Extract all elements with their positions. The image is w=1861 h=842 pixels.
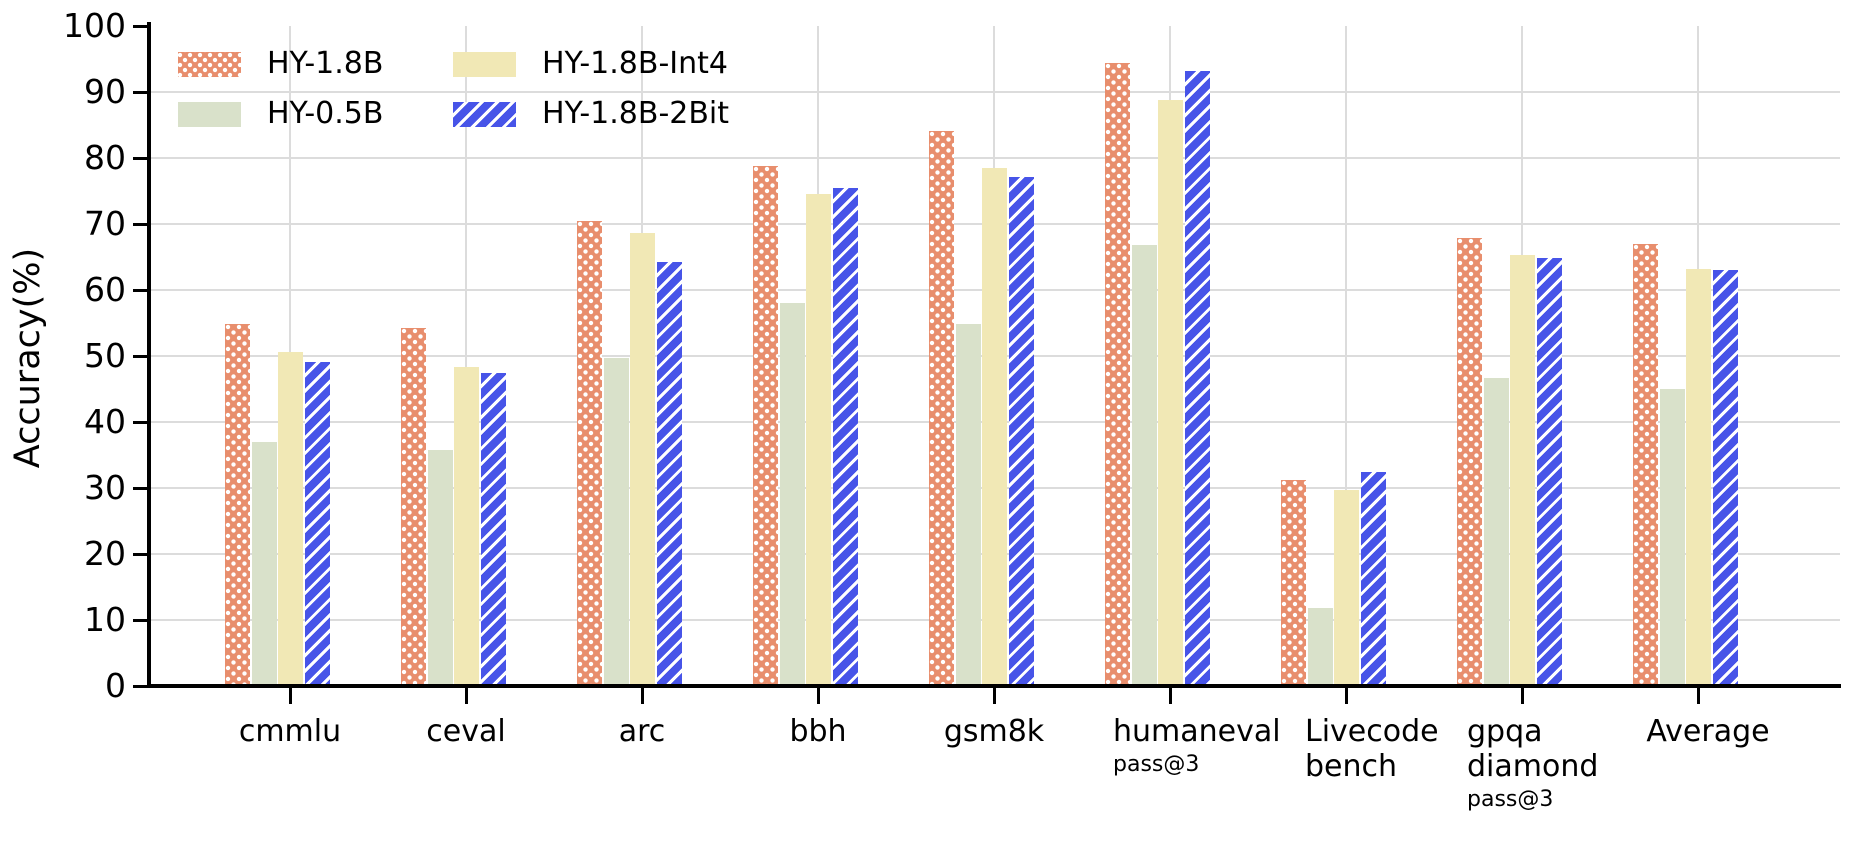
legend-item-HY-1.8B-2Bit: HY-1.8B-2Bit: [453, 98, 729, 130]
x-category-sublabel: pass@3: [1113, 752, 1200, 777]
x-tick: [816, 688, 820, 704]
bar-HY-1.8B-2Bit-bbh: [832, 188, 858, 686]
bar-HY-1.8B-bbh: [753, 165, 778, 686]
bar-HY-1.8B-gpqa-diamond: [1457, 237, 1482, 686]
bar-HY-0.5B-Livecode-bench: [1307, 608, 1333, 686]
bar-HY-1.8B-gsm8k: [929, 130, 954, 686]
y-tick: [133, 156, 147, 160]
bar-HY-1.8B-2Bit-arc: [656, 262, 682, 686]
x-category-label: gsm8k: [943, 714, 1045, 749]
x-tick: [1168, 688, 1172, 704]
bar-HY-0.5B-bbh: [779, 303, 805, 686]
x-tick: [1344, 688, 1348, 704]
y-tick: [133, 222, 147, 226]
bar-HY-0.5B-gsm8k: [955, 324, 981, 686]
bar-HY-1.8B-Average: [1633, 243, 1658, 686]
legend-swatch-solid: [453, 51, 516, 77]
y-tick-label: 60: [84, 270, 126, 309]
x-category-label: Average: [1646, 714, 1770, 749]
y-tick: [133, 486, 147, 490]
bar-HY-1.8B-Int4-gsm8k: [982, 167, 1007, 686]
x-tick: [464, 688, 468, 704]
legend-label: HY-1.8B-Int4: [542, 46, 728, 81]
legend-swatch-dots: [178, 51, 241, 77]
legend-swatch-hatch: [453, 101, 516, 127]
bar-HY-0.5B-Average: [1659, 389, 1685, 686]
bar-HY-1.8B-Livecode-bench: [1281, 480, 1306, 686]
bar-HY-1.8B-Int4-bbh: [806, 193, 831, 686]
bar-HY-0.5B-humaneval: [1131, 245, 1157, 686]
legend-swatch-solid: [178, 101, 241, 127]
x-category-label: humaneval pass@3: [1113, 714, 1413, 778]
bar-HY-1.8B-ceval: [401, 328, 426, 686]
y-tick-label: 50: [84, 336, 126, 375]
y-tick: [133, 618, 147, 622]
bar-HY-1.8B-Int4-arc: [630, 233, 655, 686]
x-axis-spine: [147, 684, 1841, 688]
y-tick-label: 80: [84, 138, 126, 177]
bar-HY-1.8B-2Bit-gpqa-diamond: [1536, 258, 1562, 686]
bar-HY-1.8B-2Bit-Average: [1712, 270, 1738, 686]
y-tick: [133, 354, 147, 358]
bar-HY-1.8B-Int4-gpqa-diamond: [1510, 255, 1535, 686]
y-tick: [133, 684, 147, 688]
y-tick: [133, 90, 147, 94]
bar-HY-0.5B-ceval: [427, 449, 453, 686]
x-category-label: cmmlu: [238, 714, 342, 749]
y-tick-label: 10: [84, 600, 126, 639]
y-tick-label: 40: [84, 402, 126, 441]
bar-HY-1.8B-Int4-humaneval: [1158, 99, 1183, 686]
bar-HY-1.8B-humaneval: [1105, 62, 1130, 686]
bar-HY-1.8B-2Bit-Livecode-bench: [1360, 472, 1386, 686]
bar-HY-1.8B-2Bit-ceval: [480, 373, 506, 686]
h-gridline: [148, 91, 1840, 93]
bar-HY-1.8B-cmmlu: [225, 323, 250, 686]
x-category-sublabel: pass@3: [1467, 787, 1554, 812]
legend-label: HY-1.8B-2Bit: [542, 96, 730, 131]
x-tick: [1520, 688, 1524, 704]
legend-label: HY-0.5B: [267, 96, 384, 131]
x-category-label: bbh: [789, 714, 847, 749]
legend-item-HY-0.5B: HY-0.5B: [178, 98, 383, 130]
y-tick: [133, 420, 147, 424]
y-tick-label: 100: [63, 6, 126, 45]
y-tick: [133, 24, 147, 28]
x-tick: [640, 688, 644, 704]
y-tick-label: 30: [84, 468, 126, 507]
bar-HY-1.8B-arc: [577, 221, 602, 686]
bar-HY-1.8B-Int4-cmmlu: [278, 352, 303, 686]
x-tick: [992, 688, 996, 704]
x-category-label: Livecode bench: [1305, 714, 1439, 784]
y-tick-label: 0: [105, 666, 126, 705]
x-tick: [1696, 688, 1700, 704]
legend-item-HY-1.8B: HY-1.8B: [178, 48, 383, 80]
y-tick-label: 20: [84, 534, 126, 573]
bar-HY-0.5B-arc: [603, 357, 629, 686]
legend-item-HY-1.8B-Int4: HY-1.8B-Int4: [453, 48, 728, 80]
x-tick: [288, 688, 292, 704]
x-category-label: arc: [618, 714, 666, 749]
bar-HY-0.5B-cmmlu: [251, 441, 277, 686]
bar-HY-1.8B-Int4-ceval: [454, 366, 479, 686]
y-tick: [133, 552, 147, 556]
y-axis-spine: [147, 22, 151, 688]
legend-label: HY-1.8B: [267, 46, 384, 81]
y-tick-label: 70: [84, 204, 126, 243]
x-category-label: gpqa diamond pass@3: [1467, 714, 1767, 813]
bar-HY-1.8B-2Bit-humaneval: [1184, 70, 1210, 686]
x-category-label: ceval: [426, 714, 506, 749]
bar-HY-1.8B-Int4-Average: [1686, 268, 1711, 686]
y-tick-label: 90: [84, 72, 126, 111]
h-gridline: [148, 157, 1840, 159]
bar-HY-1.8B-2Bit-cmmlu: [304, 361, 330, 686]
bar-HY-1.8B-2Bit-gsm8k: [1008, 177, 1034, 686]
bar-HY-0.5B-gpqa-diamond: [1483, 378, 1509, 686]
bar-HY-1.8B-Int4-Livecode-bench: [1334, 489, 1359, 686]
y-tick: [133, 288, 147, 292]
